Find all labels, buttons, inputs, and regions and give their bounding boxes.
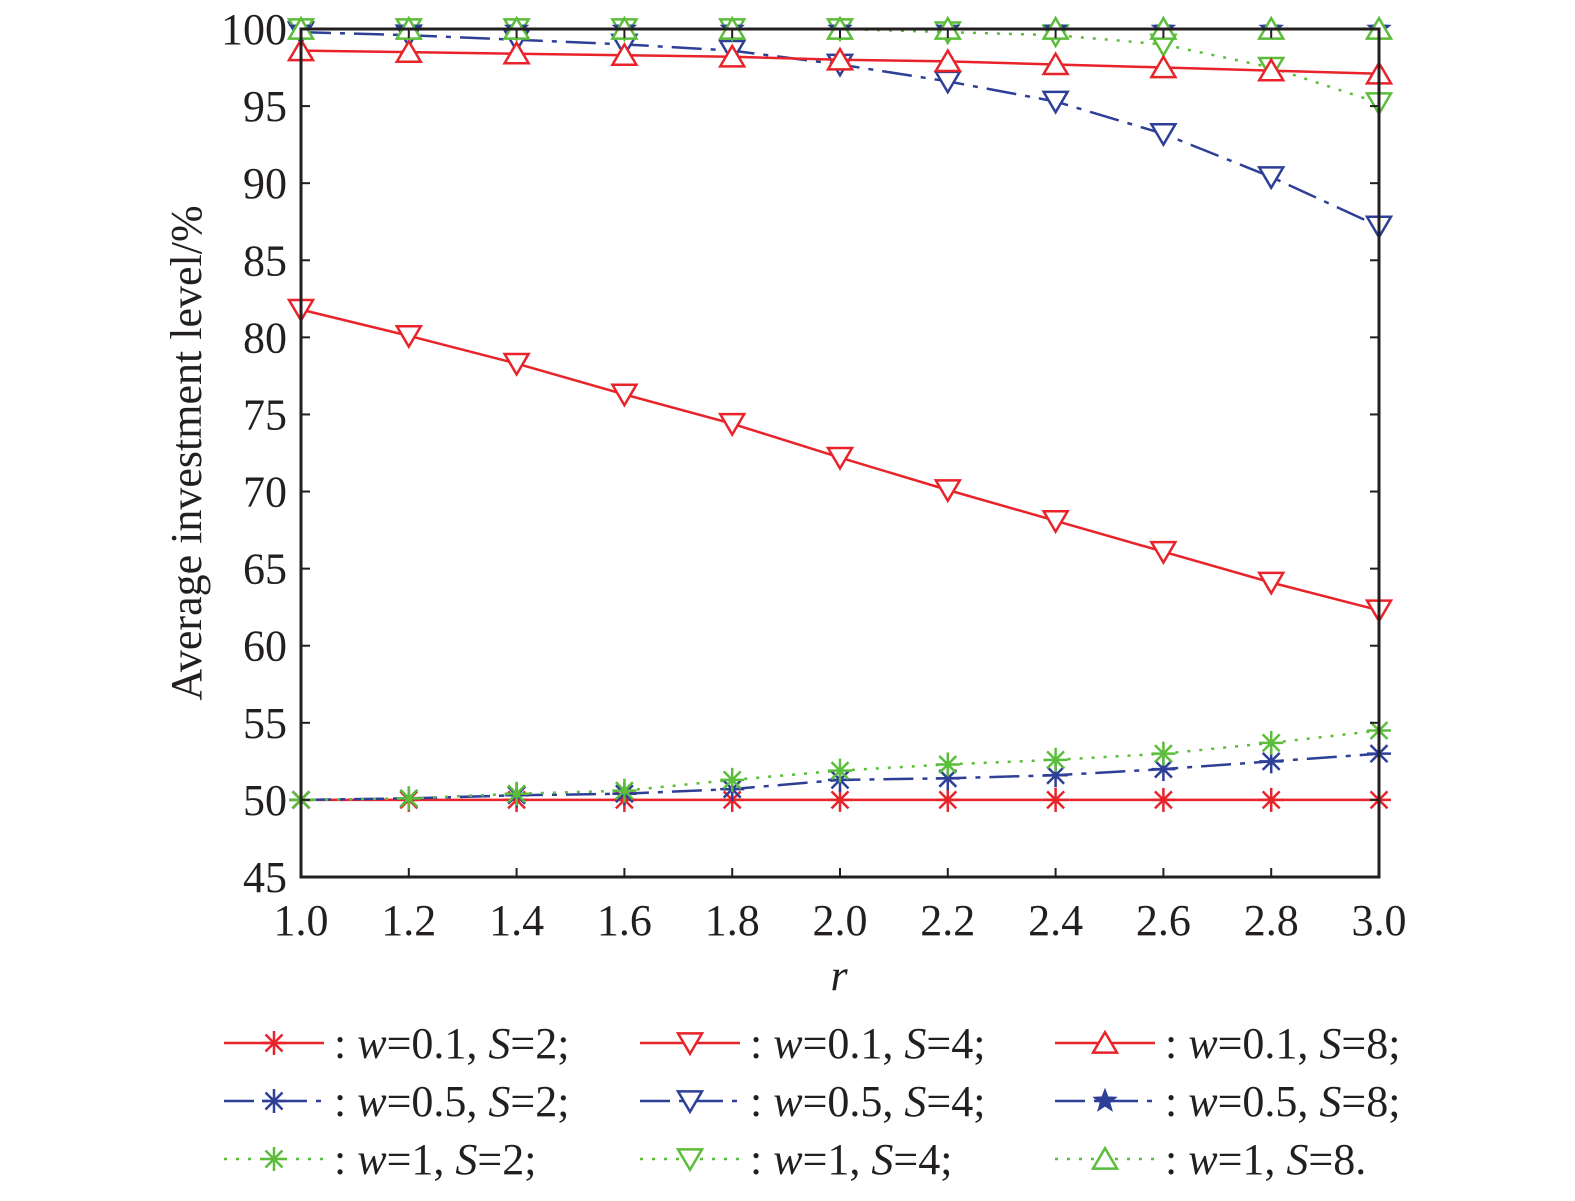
data-point xyxy=(825,46,855,71)
legend-item: : w=0.5, S=8; xyxy=(1055,1077,1400,1126)
data-point xyxy=(1259,730,1284,755)
y-axis-title: Average investment level/% xyxy=(162,205,211,700)
y-tick-label: 95 xyxy=(243,82,287,131)
data-point xyxy=(1151,741,1176,766)
data-point xyxy=(675,1032,705,1057)
data-point xyxy=(718,412,747,437)
x-axis: 1.0 1.2 1.4 1.6 1.8 2.0 2.2 2.4 2.6 2.8 3.0 xyxy=(274,29,1407,945)
data-point xyxy=(1043,763,1068,788)
legend-label: : w=0.5, S=8; xyxy=(1165,1077,1400,1126)
data-point xyxy=(1149,54,1178,79)
data-point xyxy=(1149,122,1178,148)
y-tick-label: 50 xyxy=(243,776,287,825)
legend-label: : w=0.1, S=4; xyxy=(750,1019,985,1068)
data-point xyxy=(825,446,855,471)
plot-series xyxy=(286,15,1394,812)
data-point xyxy=(675,1148,705,1173)
legend-item: : w=0.5, S=2; xyxy=(224,1077,569,1126)
data-point xyxy=(1257,166,1286,191)
data-point xyxy=(262,1147,286,1171)
data-point xyxy=(1092,1087,1118,1112)
data-point xyxy=(933,48,962,73)
data-point xyxy=(262,1031,286,1055)
data-point xyxy=(718,43,747,68)
x-axis-title: r xyxy=(830,951,848,1000)
data-point xyxy=(1041,51,1070,76)
legend-label: : w=1, S=8. xyxy=(1165,1135,1366,1184)
data-point xyxy=(933,479,962,504)
legend-item: : w=1, S=8. xyxy=(1055,1135,1366,1184)
data-point xyxy=(1090,1145,1120,1170)
data-point xyxy=(1259,787,1284,812)
legend-item: : w=0.1, S=2; xyxy=(224,1019,569,1068)
data-point xyxy=(504,781,529,806)
x-tick-label: 2.2 xyxy=(920,896,975,945)
y-tick-label: 90 xyxy=(243,159,287,208)
x-tick-label: 2.8 xyxy=(1244,896,1299,945)
data-point xyxy=(1257,571,1286,596)
data-point xyxy=(1043,787,1068,812)
legend-label: : w=0.1, S=8; xyxy=(1165,1019,1400,1068)
series xyxy=(286,37,1394,85)
y-tick-label: 55 xyxy=(243,699,287,748)
data-point xyxy=(828,758,852,783)
x-tick-label: 1.8 xyxy=(705,896,760,945)
data-point xyxy=(394,324,423,350)
y-tick-label: 100 xyxy=(221,5,287,54)
legend-label: : w=0.5, S=2; xyxy=(334,1077,569,1126)
data-point xyxy=(502,352,531,377)
data-point xyxy=(1149,540,1178,565)
y-axis: 45 50 55 60 65 70 75 80 85 90 95 100 xyxy=(221,5,1379,902)
data-point xyxy=(1090,1029,1120,1054)
data-point xyxy=(675,1090,705,1115)
x-tick-label: 1.6 xyxy=(597,896,652,945)
x-tick-label: 1.0 xyxy=(274,896,329,945)
y-tick-label: 70 xyxy=(243,468,287,517)
x-tick-label: 1.2 xyxy=(381,896,436,945)
y-tick-label: 60 xyxy=(243,622,287,671)
data-point xyxy=(1151,787,1176,812)
legend-item: : w=1, S=2; xyxy=(224,1135,536,1184)
x-tick-label: 2.4 xyxy=(1028,896,1083,945)
legend-item: : w=1, S=4; xyxy=(640,1135,952,1184)
legend-label: : w=0.1, S=2; xyxy=(334,1019,569,1068)
y-tick-label: 80 xyxy=(243,313,287,362)
y-tick-label: 45 xyxy=(243,853,287,902)
data-point xyxy=(1041,509,1070,535)
data-point xyxy=(612,778,637,803)
data-point xyxy=(1043,747,1068,772)
x-tick-label: 3.0 xyxy=(1352,896,1407,945)
data-point xyxy=(935,752,960,777)
data-point xyxy=(610,383,639,408)
y-tick-label: 65 xyxy=(243,545,287,594)
data-point xyxy=(610,41,639,67)
data-point xyxy=(828,787,852,812)
data-point xyxy=(1041,90,1070,115)
legend-item: : w=0.1, S=4; xyxy=(640,1019,985,1068)
legend: : w=0.1, S=2; : w=0.5, S=2; : w=1, S=2; : w… xyxy=(224,1019,1400,1184)
y-tick-label: 85 xyxy=(243,236,287,285)
data-point xyxy=(1257,57,1286,82)
data-point xyxy=(396,786,421,811)
x-tick-label: 1.4 xyxy=(489,896,544,945)
y-tick-label: 75 xyxy=(243,390,287,439)
data-point xyxy=(262,1089,286,1113)
legend-item: : w=0.1, S=8; xyxy=(1055,1019,1400,1068)
legend-label: : w=1, S=2; xyxy=(334,1135,536,1184)
data-point xyxy=(394,38,423,63)
x-tick-label: 2.6 xyxy=(1136,896,1191,945)
x-tick-label: 2.0 xyxy=(813,896,868,945)
legend-label: : w=1, S=4; xyxy=(750,1135,952,1184)
legend-item: : w=0.5, S=4; xyxy=(640,1077,985,1126)
legend-label: : w=0.5, S=4; xyxy=(750,1077,985,1126)
series xyxy=(286,298,1394,624)
data-point xyxy=(720,767,745,792)
data-point xyxy=(502,40,531,65)
data-point xyxy=(935,787,960,812)
